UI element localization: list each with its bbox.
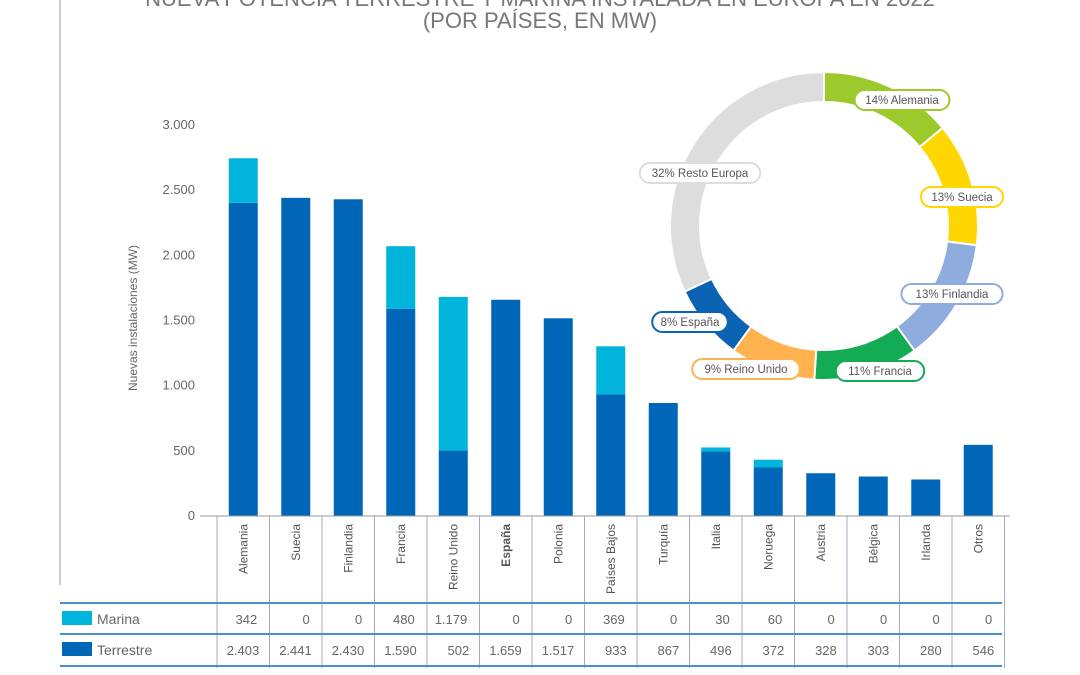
terrestre-value: 280	[920, 643, 942, 658]
donut-label-pill	[900, 283, 1004, 305]
marina-value: 369	[603, 612, 625, 627]
donut-label-pill	[853, 89, 951, 111]
chart-title: NUEVA POTENCIA TERRESTRE Y MARINA INSTAL…	[145, 0, 935, 11]
terrestre-value: 1.590	[384, 643, 417, 658]
donut-label: 13% Finlandia	[916, 289, 989, 301]
terrestre-value: 328	[815, 643, 837, 658]
marina-value: 0	[880, 612, 887, 627]
donut-slice	[669, 70, 825, 293]
donut-label: 8% España	[661, 317, 720, 329]
x-tick-label: Suecia	[289, 524, 303, 561]
x-tick-label: Francia	[394, 524, 408, 564]
y-tick-label: 0	[188, 508, 195, 523]
donut-label: 14% Alemania	[865, 95, 939, 107]
terrestre-value: 2.430	[332, 643, 365, 658]
legend-label-terrestre: Terrestre	[97, 642, 152, 658]
x-tick-label: Países Bajos	[604, 524, 618, 594]
terrestre-value: 2.403	[227, 643, 260, 658]
legend-swatch-terrestre	[62, 642, 92, 656]
bar-marina	[596, 346, 626, 395]
marina-value: 0	[513, 612, 520, 627]
terrestre-value: 867	[658, 643, 680, 658]
marina-value: 30	[715, 612, 729, 627]
x-tick-label: Reino Unido	[446, 524, 460, 590]
terrestre-value: 2.441	[279, 643, 312, 658]
bar-terrestre	[911, 479, 941, 516]
legend-label-marina: Marina	[97, 611, 140, 627]
terrestre-value: 502	[448, 643, 470, 658]
y-axis-label: Nuevas instalaciones (MW)	[126, 245, 140, 391]
terrestre-value: 496	[710, 643, 732, 658]
marina-value: 60	[768, 612, 782, 627]
x-tick-label: Bélgica	[866, 524, 880, 564]
marina-value: 0	[355, 612, 362, 627]
donut-label: 13% Suecia	[931, 192, 993, 204]
bar-marina	[701, 447, 731, 452]
terrestre-value: 1.517	[542, 643, 575, 658]
bar-marina	[753, 459, 783, 468]
marina-value: 0	[670, 612, 677, 627]
x-tick-label: Austria	[814, 524, 828, 562]
x-tick-label: Irlanda	[919, 524, 933, 561]
terrestre-value: 933	[605, 643, 627, 658]
donut-label: 11% Francia	[848, 366, 912, 378]
bar-terrestre	[858, 476, 888, 516]
bar-terrestre	[596, 394, 626, 516]
bar-terrestre	[438, 450, 468, 516]
donut-label-pill	[834, 360, 926, 382]
x-tick-label: Alemania	[236, 524, 250, 574]
y-tick-label: 1.500	[162, 313, 195, 328]
bar-terrestre	[648, 403, 678, 516]
x-tick-label: Italia	[709, 524, 723, 550]
x-tick-label: Polonia	[551, 524, 565, 564]
x-tick-label: Turquía	[656, 524, 670, 565]
bar-marina	[228, 158, 258, 203]
x-tick-label: Finlandia	[341, 524, 355, 573]
marina-value: 0	[565, 612, 572, 627]
y-tick-label: 2.000	[162, 247, 195, 262]
donut-label-pill	[920, 186, 1004, 208]
bar-terrestre	[491, 299, 521, 516]
y-tick-label: 2.500	[162, 182, 195, 197]
chart-subtitle: (POR PAÍSES, EN MW)	[423, 8, 657, 33]
bar-terrestre	[228, 202, 258, 516]
marina-value: 0	[828, 612, 835, 627]
donut-label-pill	[691, 358, 801, 380]
donut-label-pill	[651, 311, 729, 333]
marina-value: 0	[985, 612, 992, 627]
terrestre-value: 1.659	[489, 643, 522, 658]
bar-marina	[438, 296, 468, 451]
marina-value: 1.179	[435, 612, 468, 627]
donut-label-pill	[638, 162, 762, 184]
bar-terrestre	[543, 318, 573, 516]
marina-value: 342	[236, 612, 258, 627]
legend-swatch-marina	[62, 611, 92, 625]
marina-value: 480	[393, 612, 415, 627]
donut-label: 32% Resto Europa	[652, 168, 749, 180]
x-tick-label: Noruega	[761, 524, 775, 570]
terrestre-value: 372	[763, 643, 785, 658]
bar-terrestre	[333, 199, 363, 517]
bar-terrestre	[806, 473, 836, 516]
terrestre-value: 546	[973, 643, 995, 658]
bar-terrestre	[753, 467, 783, 516]
bar-terrestre	[386, 308, 416, 516]
bar-terrestre	[701, 451, 731, 516]
y-tick-label: 500	[173, 443, 195, 458]
terrestre-value: 303	[868, 643, 890, 658]
bar-marina	[386, 246, 416, 309]
marina-value: 0	[933, 612, 940, 627]
bar-terrestre	[281, 197, 311, 517]
bar-terrestre	[963, 444, 993, 516]
marina-value: 0	[303, 612, 310, 627]
y-tick-label: 3.000	[162, 117, 195, 132]
x-tick-label: España	[499, 524, 513, 567]
donut-label: 9% Reino Unido	[704, 364, 787, 376]
x-tick-label: Otros	[971, 524, 985, 553]
y-tick-label: 1.000	[162, 378, 195, 393]
